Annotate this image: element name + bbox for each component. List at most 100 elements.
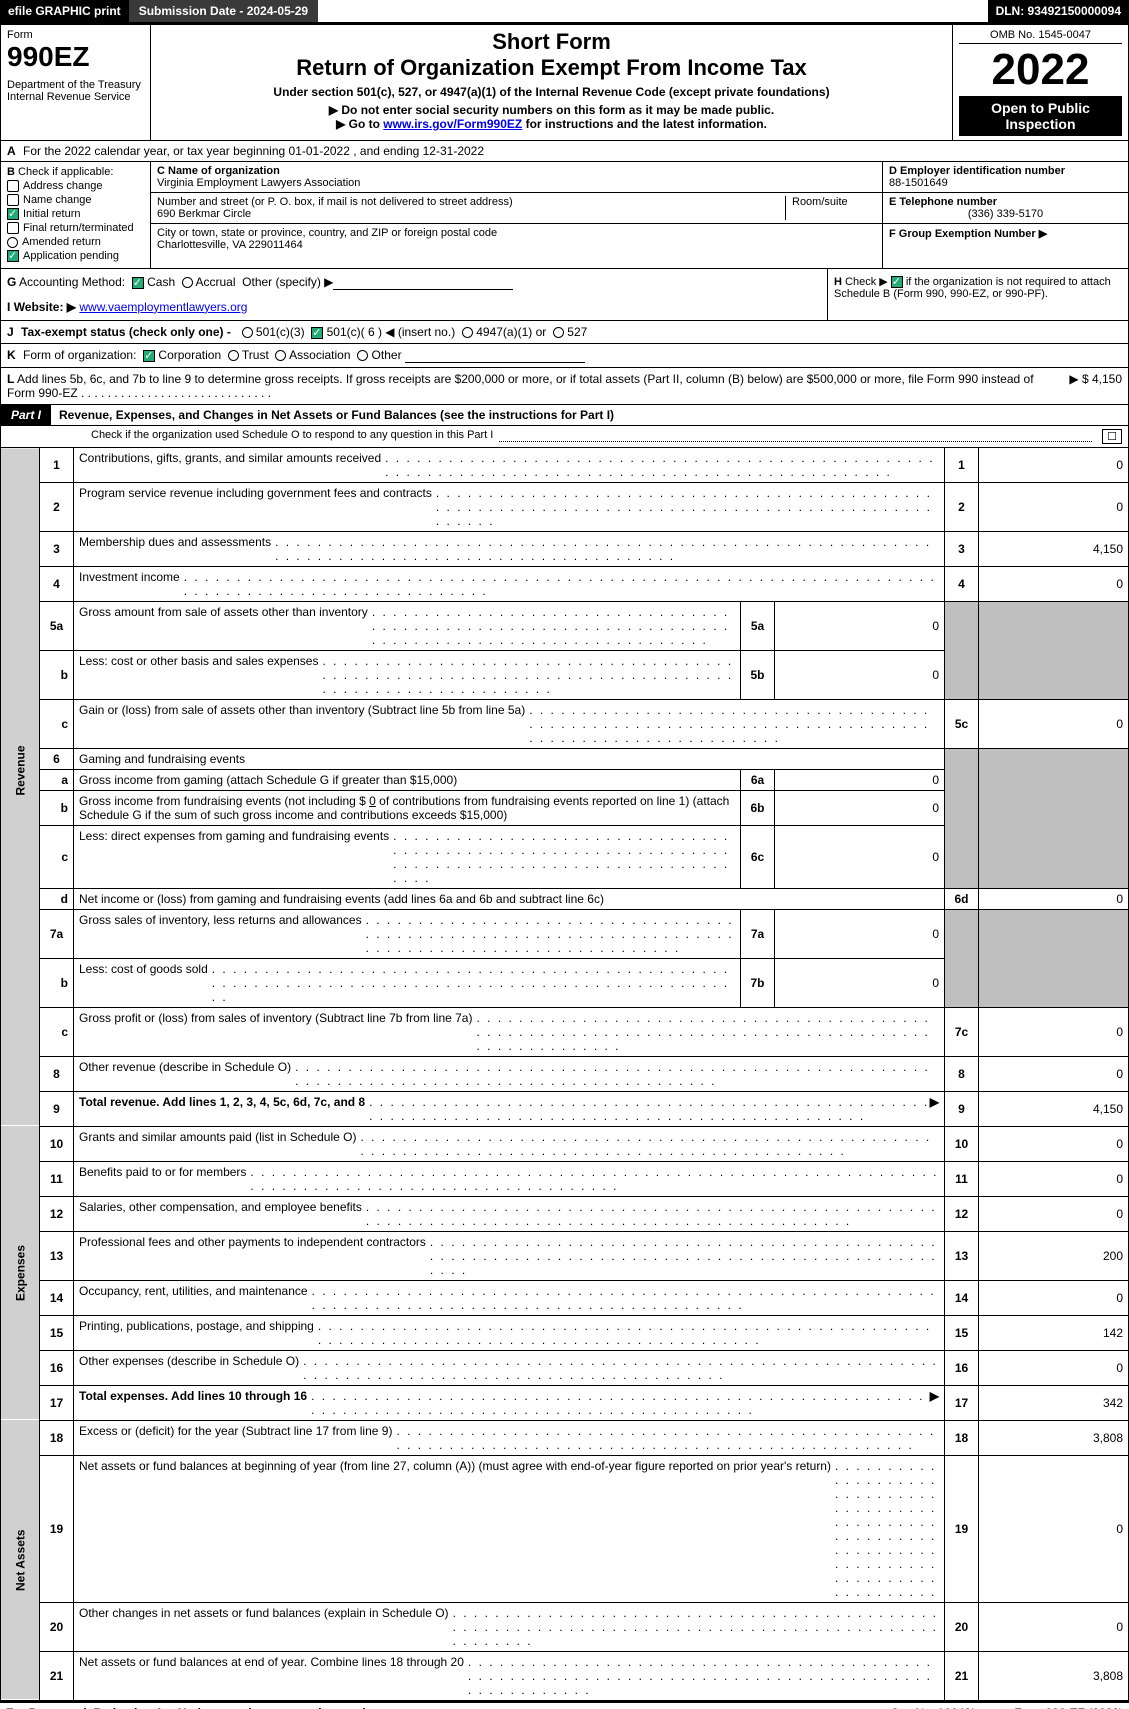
ln-14-box: 14 — [945, 1280, 979, 1315]
k-other-blank[interactable] — [405, 349, 585, 363]
ln-5c-no: c — [40, 699, 74, 748]
ln-5a-no: 5a — [40, 601, 74, 650]
ln-7a-no: 7a — [40, 909, 74, 958]
ln-13-no: 13 — [40, 1231, 74, 1280]
page-footer: For Paperwork Reduction Act Notice, see … — [0, 1701, 1129, 1709]
checkbox-association[interactable] — [275, 350, 286, 361]
ln-3-desc: Membership dues and assessments — [79, 535, 271, 549]
dots — [250, 1165, 939, 1193]
table-row: 19 Net assets or fund balances at beginn… — [1, 1455, 1129, 1602]
table-row: 14 Occupancy, rent, utilities, and maint… — [1, 1280, 1129, 1315]
row-k: K Form of organization: Corporation Trus… — [0, 344, 1129, 368]
ln-2-no: 2 — [40, 482, 74, 531]
efile-print-label[interactable]: efile GRAPHIC print — [0, 0, 129, 22]
checkbox-501c[interactable] — [311, 327, 323, 339]
table-row: 21 Net assets or fund balances at end of… — [1, 1651, 1129, 1700]
ln-11-no: 11 — [40, 1161, 74, 1196]
part-i-title: Revenue, Expenses, and Changes in Net As… — [51, 405, 1128, 425]
chk-label-2: Initial return — [23, 208, 80, 220]
ln-6a-no: a — [40, 769, 74, 790]
col-b-label: B — [7, 166, 15, 178]
ln-5a-desc: Gross amount from sale of assets other t… — [79, 605, 368, 619]
checkbox-initial-return[interactable] — [7, 208, 19, 220]
checkbox-schedule-b[interactable] — [891, 276, 903, 288]
ln-6b-mid: 0 — [369, 794, 376, 808]
ln-20-val: 0 — [979, 1602, 1129, 1651]
ln-17-box: 17 — [945, 1385, 979, 1420]
f-group-label: F Group Exemption Number ▶ — [889, 227, 1122, 240]
c-room-label: Room/suite — [792, 196, 876, 208]
ln-3-no: 3 — [40, 531, 74, 566]
ln-19-val: 0 — [979, 1455, 1129, 1602]
irs-link[interactable]: www.irs.gov/Form990EZ — [383, 117, 522, 131]
ln-5b-desc: Less: cost or other basis and sales expe… — [79, 654, 318, 668]
part-i-header: Part I Revenue, Expenses, and Changes in… — [0, 405, 1129, 426]
g-other-blank[interactable] — [333, 276, 513, 290]
footer-right: Form 990-EZ (2022) — [1014, 1706, 1123, 1709]
c-addr-label: Number and street (or P. O. box, if mail… — [157, 196, 779, 208]
checkbox-address-change[interactable] — [7, 180, 19, 192]
row-l-value: ▶ $ 4,150 — [1069, 372, 1122, 386]
table-row: 20 Other changes in net assets or fund b… — [1, 1602, 1129, 1651]
row-h-label: H — [834, 276, 842, 288]
ln-7c-desc: Gross profit or (loss) from sales of inv… — [79, 1011, 472, 1025]
checkbox-cash[interactable] — [132, 277, 144, 289]
dots — [835, 1459, 939, 1599]
checkbox-name-change[interactable] — [7, 194, 19, 206]
ln-6d-no: d — [40, 888, 74, 909]
footer-right-bold: 990-EZ — [1046, 1706, 1085, 1709]
checkbox-corporation[interactable] — [143, 350, 155, 362]
goto-pre: ▶ Go to — [336, 117, 383, 131]
ln-6a-desc: Gross income from gaming (attach Schedul… — [79, 773, 457, 787]
dots — [311, 1389, 930, 1417]
part-i-checkbox[interactable]: ☐ — [1102, 429, 1122, 444]
submission-date-label: Submission Date - 2024-05-29 — [129, 0, 318, 22]
table-row: 9 Total revenue. Add lines 1, 2, 3, 4, 5… — [1, 1091, 1129, 1126]
ln-6d-box: 6d — [945, 888, 979, 909]
ln-13-val: 200 — [979, 1231, 1129, 1280]
ln-6-no: 6 — [40, 748, 74, 769]
checkbox-accrual[interactable] — [182, 277, 193, 288]
ln-6c-mval: 0 — [775, 825, 945, 888]
ln-21-val: 3,808 — [979, 1651, 1129, 1700]
ln-6a-mbox: 6a — [741, 769, 775, 790]
checkbox-527[interactable] — [553, 327, 564, 338]
row-l-text: Add lines 5b, 6c, and 7b to line 9 to de… — [7, 372, 1034, 400]
ln-19-box: 19 — [945, 1455, 979, 1602]
row-k-text: Form of organization: — [23, 348, 136, 362]
checkbox-4947[interactable] — [462, 327, 473, 338]
checkbox-501c3[interactable] — [242, 327, 253, 338]
ln-4-box: 4 — [945, 566, 979, 601]
checkbox-other-org[interactable] — [357, 350, 368, 361]
ln-16-val: 0 — [979, 1350, 1129, 1385]
ln-7a-desc: Gross sales of inventory, less returns a… — [79, 913, 362, 927]
ln-5b-no: b — [40, 650, 74, 699]
ln-7c-no: c — [40, 1007, 74, 1056]
ln-10-no: 10 — [40, 1126, 74, 1161]
ln-16-desc: Other expenses (describe in Schedule O) — [79, 1354, 299, 1368]
checkbox-trust[interactable] — [228, 350, 239, 361]
checkbox-final-return[interactable] — [7, 222, 19, 234]
c-city-value: Charlottesville, VA 229011464 — [157, 239, 876, 251]
ln-18-no: 18 — [40, 1420, 74, 1455]
chk-label-4: Amended return — [22, 236, 101, 248]
ln-8-val: 0 — [979, 1056, 1129, 1091]
ln-15-box: 15 — [945, 1315, 979, 1350]
checkbox-amended-return[interactable] — [7, 237, 18, 248]
ln-1-no: 1 — [40, 448, 74, 483]
ln-18-val: 3,808 — [979, 1420, 1129, 1455]
row-a-text: For the 2022 calendar year, or tax year … — [23, 144, 484, 158]
ln-19-no: 19 — [40, 1455, 74, 1602]
dots — [312, 1284, 939, 1312]
section-gh: G Accounting Method: Cash Accrual Other … — [0, 269, 1129, 321]
checkbox-application-pending[interactable] — [7, 250, 19, 262]
ln-11-desc: Benefits paid to or for members — [79, 1165, 246, 1179]
ln-7b-mbox: 7b — [741, 958, 775, 1007]
website-link[interactable]: www.vaemploymentlawyers.org — [79, 300, 247, 314]
side-label-revenue: Revenue — [1, 448, 40, 1092]
footer-cat-no: Cat. No. 10642I — [890, 1706, 974, 1709]
dots — [393, 829, 735, 885]
ln-12-box: 12 — [945, 1196, 979, 1231]
chk-label-5: Application pending — [23, 250, 119, 262]
ln-7c-box: 7c — [945, 1007, 979, 1056]
